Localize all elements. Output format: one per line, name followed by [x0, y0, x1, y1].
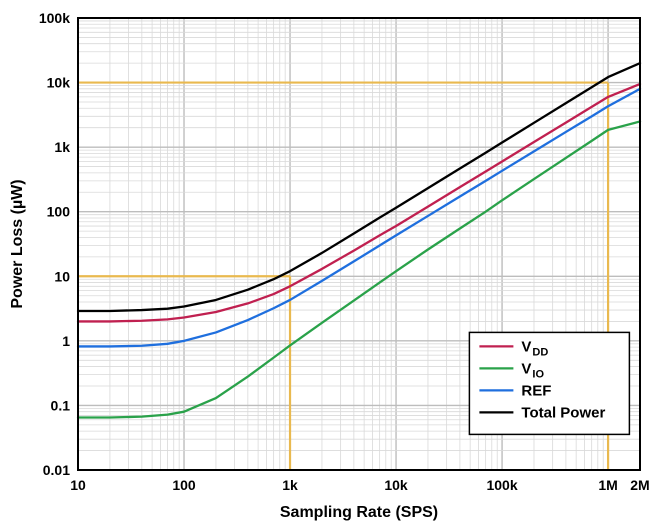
legend-label-sub-vio: IO	[532, 368, 544, 380]
x-tick-label: 100k	[486, 477, 517, 493]
legend-label-ref: REF	[521, 382, 551, 399]
x-tick-label: 1k	[282, 477, 298, 493]
y-tick-label: 1k	[54, 139, 70, 155]
y-tick-label: 0.1	[51, 397, 71, 413]
legend-label-vdd: V	[521, 338, 531, 355]
x-tick-label: 100	[172, 477, 196, 493]
y-tick-label: 100	[47, 204, 71, 220]
x-tick-label: 1M	[598, 477, 617, 493]
power-loss-chart: 10 100 1k 10k 100k 1M 2M 0.01 0.1 1 10 100 1k 10k 100k…	[0, 0, 665, 527]
y-tick-label: 1	[62, 333, 70, 349]
legend: VDDVIOREFTotal Power	[469, 332, 629, 434]
y-axis-label: Power Loss (µW)	[9, 179, 26, 308]
x-axis-label: Sampling Rate (SPS)	[280, 504, 438, 521]
y-tick-label: 10k	[47, 75, 71, 91]
x-tick-label: 2M	[630, 477, 649, 493]
chart-container: 10 100 1k 10k 100k 1M 2M 0.01 0.1 1 10 100 1k 10k 100k…	[0, 0, 665, 527]
legend-label-vio: V	[521, 360, 531, 377]
x-tick-label: 10k	[384, 477, 408, 493]
y-tick-label: 100k	[39, 10, 70, 26]
y-tick-label: 0.01	[43, 462, 70, 478]
legend-label-sub-vdd: DD	[532, 346, 548, 358]
y-tick-label: 10	[54, 268, 70, 284]
legend-label-total: Total Power	[521, 404, 605, 421]
x-tick-label: 10	[70, 477, 86, 493]
